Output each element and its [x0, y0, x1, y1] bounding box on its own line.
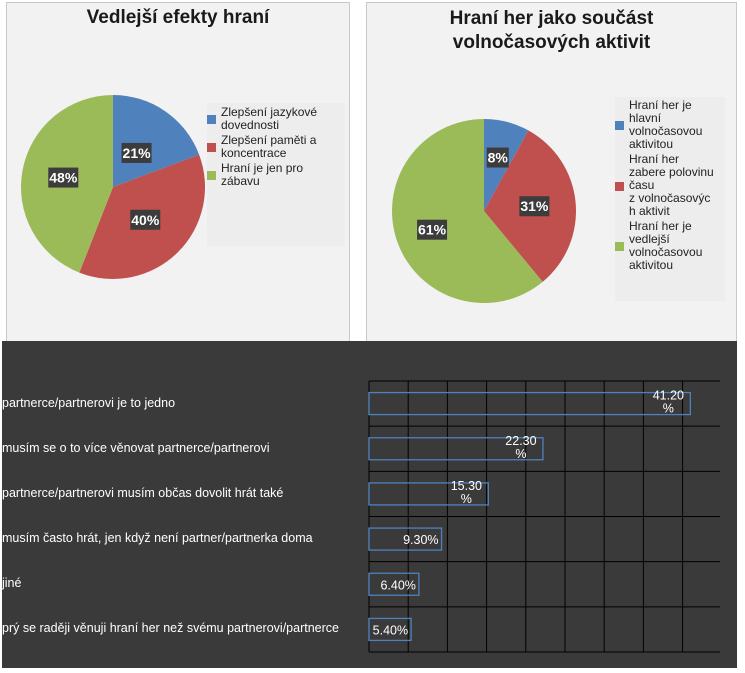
data-label: 5.40%: [373, 623, 408, 637]
bar: [368, 527, 443, 551]
legend-label: Hraní je jen pro: [221, 161, 304, 175]
bar-chart-partner-reaction: partnerce/partnerovi je to jedno musím se…: [2, 341, 737, 668]
category-label: musím často hrát, jen když není partner/…: [2, 531, 313, 546]
legend-swatch: [207, 171, 216, 180]
data-label: 6.40%: [380, 578, 415, 592]
legend-item: Hraní her je vedlejší volnočasovou aktivito…: [615, 220, 725, 272]
data-label-box: [519, 196, 550, 217]
category-label: partnerce/partnerovi je to jedno: [2, 395, 176, 410]
legend-label: volnočasovou: [629, 124, 703, 138]
chart-title-line-2: volnočasových aktivit: [452, 32, 651, 53]
category-label: jiné: [2, 576, 22, 591]
data-label-box: [121, 142, 152, 163]
legend-label: aktivitou: [629, 258, 674, 272]
legend-label: Hraní her je: [629, 98, 692, 112]
data-label: %: [663, 402, 674, 416]
legend-label: vedlejší: [629, 232, 670, 246]
legend-label: hlavní: [629, 111, 662, 125]
legend-label: Hraní her je: [629, 219, 692, 233]
legend-label: času: [629, 178, 655, 192]
legend-swatch: [207, 115, 216, 124]
data-label: %: [461, 492, 472, 506]
legend-item: Zlepšení jazykové dovednosti: [207, 106, 345, 132]
data-label-box: [48, 167, 79, 188]
bar: [368, 572, 420, 596]
bar: [368, 391, 692, 416]
legend-label: volnočasovou: [629, 245, 703, 259]
data-label: 22.30: [505, 434, 536, 448]
pie-chart-panel-side-effects: Vedlejší efekty hraní 21% 40% 48% Zlepšení…: [6, 2, 350, 344]
legend-label: koncentrace: [221, 146, 287, 160]
legend-swatch: [615, 242, 624, 251]
category-label: prý se raději věnuji hraní her než svému…: [2, 621, 339, 636]
bar: [368, 617, 412, 642]
data-label: 41.20: [653, 389, 684, 403]
legend-label: h aktivit: [629, 204, 670, 218]
data-label: 31%: [520, 198, 549, 214]
pie-chart-leisure: 8% 31% 61%: [392, 119, 576, 303]
legend: Zlepšení jazykové dovednosti Zlepšení pamě…: [207, 103, 345, 246]
data-label: 40%: [131, 212, 160, 228]
bar: [368, 482, 489, 506]
legend-label: zabere polovinu: [629, 165, 714, 179]
legend-label: zábavu: [221, 174, 260, 188]
bar-chart-plot: 41.20%22.30%15.30%9.30%6.40%5.40%: [368, 380, 720, 653]
legend: Hraní her je hlavní volnočasovou aktivitou H…: [615, 97, 725, 301]
bar: [368, 437, 544, 461]
legend-label: Zlepšení jazykové: [221, 105, 318, 119]
legend-swatch: [207, 143, 216, 152]
pie-chart-side-effects: 21% 40% 48%: [20, 95, 206, 280]
legend-label: dovednosti: [221, 118, 280, 132]
legend-swatch: [615, 121, 624, 130]
legend-label: aktivitou: [629, 137, 674, 151]
data-label-box: [130, 209, 161, 230]
chart-title-line-1: Hraní her jako součást: [449, 8, 654, 29]
legend-item: Hraní her je hlavní volnočasovou aktivitou: [615, 99, 725, 151]
chart-title: Hraní her jako součást volnočasových akt…: [367, 7, 736, 55]
data-label: 61%: [418, 222, 447, 238]
category-label: musím se o to více věnovat partnerce/par…: [2, 440, 270, 455]
legend-item: Zlepšení paměti a koncentrace: [207, 134, 345, 160]
legend-swatch: [615, 181, 624, 191]
pie-slice: [392, 119, 543, 303]
data-label: 15.30: [451, 479, 482, 493]
data-label: 48%: [49, 170, 78, 186]
pie-slice: [113, 95, 200, 187]
legend-label: Zlepšení paměti a: [221, 133, 317, 147]
chart-title: Vedlejší efekty hraní: [86, 7, 270, 28]
data-label: %: [515, 447, 526, 461]
data-label: 21%: [123, 145, 152, 161]
data-label: 8%: [488, 150, 509, 166]
pie-chart-panel-leisure: Hraní her jako součást volnočasových akt…: [366, 2, 737, 344]
legend-label: Hraní her: [629, 152, 680, 166]
data-label-box: [486, 147, 509, 168]
data-label: 9.30%: [403, 533, 438, 547]
legend-item: Hraní je jen pro zábavu: [207, 162, 345, 188]
data-label-box: [417, 219, 448, 240]
category-label: partnerce/partnerovi musím občas dovolit…: [2, 485, 284, 500]
legend-label: z volnočasovýc: [629, 191, 711, 205]
legend-item: Hraní her zabere polovinu času z volnočasov…: [615, 153, 725, 218]
